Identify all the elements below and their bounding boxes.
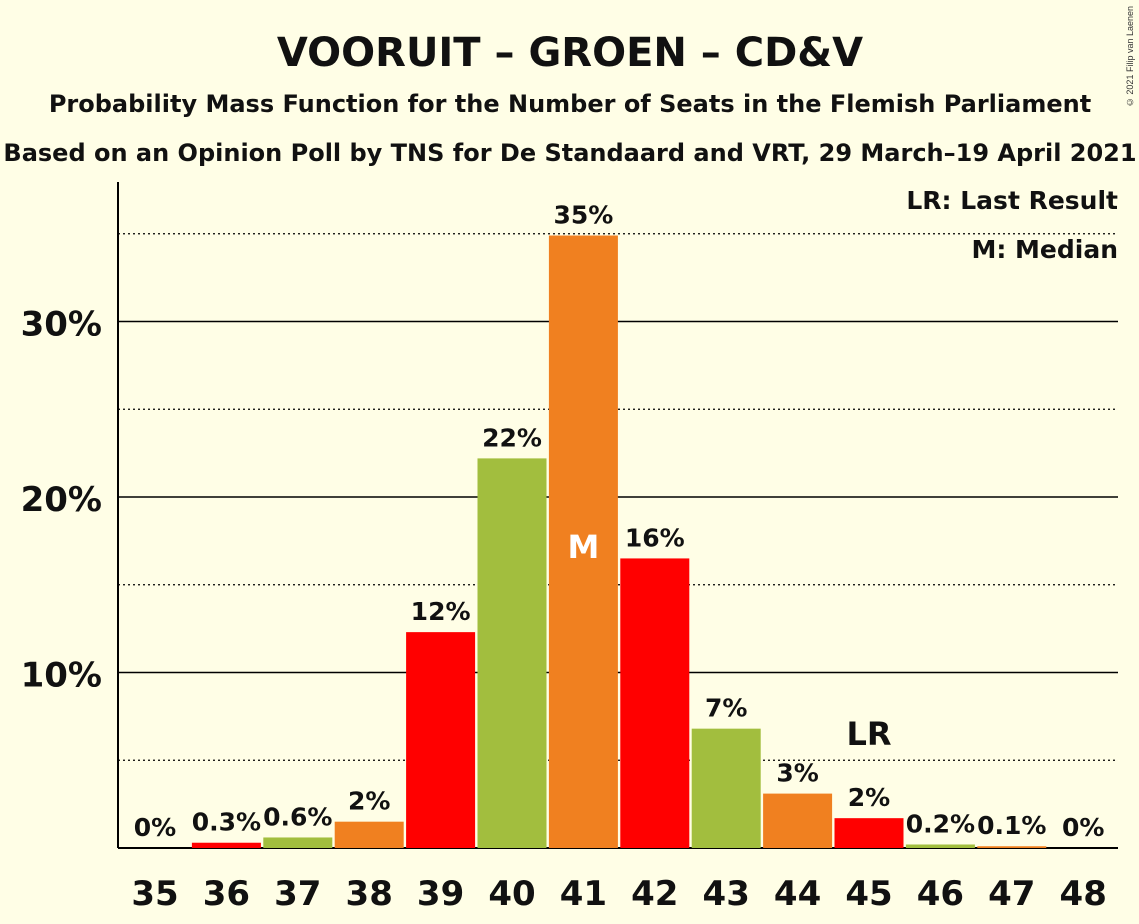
legend-last-result: LR: Last Result	[906, 186, 1118, 215]
chart-subtitle: Probability Mass Function for the Number…	[49, 90, 1091, 118]
x-tick-label: 36	[203, 874, 250, 914]
last-result-marker: LR	[846, 715, 891, 753]
data-label: 0%	[1062, 813, 1104, 842]
x-tick-label: 47	[988, 874, 1035, 914]
bar	[691, 728, 761, 848]
y-tick-label: 20%	[21, 480, 102, 520]
y-tick-label: 30%	[21, 305, 102, 345]
bar	[834, 818, 904, 848]
data-label: 22%	[482, 423, 542, 452]
copyright-note: © 2021 Filip van Laenen	[1125, 6, 1135, 108]
data-label: 2%	[348, 787, 390, 816]
data-label: 2%	[848, 783, 890, 812]
data-label: 0.2%	[906, 809, 975, 838]
x-tick-label: 38	[346, 874, 393, 914]
x-axis: 35 36 37 38 39 40 41 42 43 44 45 46 47 48	[131, 874, 1107, 914]
bar	[905, 844, 975, 848]
data-label: 0.1%	[977, 811, 1046, 840]
bar	[191, 842, 261, 848]
data-label: 3%	[776, 759, 818, 788]
data-label: 12%	[411, 597, 471, 626]
x-tick-label: 48	[1060, 874, 1107, 914]
bar	[477, 458, 547, 848]
data-label: 7%	[705, 694, 747, 723]
x-tick-label: 43	[703, 874, 750, 914]
bar	[977, 846, 1047, 848]
x-tick-label: 37	[274, 874, 321, 914]
bars: 0% 0.3% 0.6% 2% 12% 22% 35% M 16% 7% 3% 2% LR 0.2% 0.1…	[134, 201, 1104, 848]
data-label: 0%	[134, 813, 176, 842]
x-tick-label: 45	[845, 874, 892, 914]
bar	[334, 821, 404, 848]
chart-title: VOORUIT – GROEN – CD&V	[277, 30, 863, 76]
x-tick-label: 39	[417, 874, 464, 914]
median-marker: M	[559, 523, 608, 571]
bar	[406, 632, 476, 848]
bar	[263, 837, 333, 848]
bar	[620, 558, 690, 848]
x-tick-label: 46	[917, 874, 964, 914]
legend-median: M: Median	[971, 235, 1118, 264]
data-label: 0.3%	[192, 808, 261, 837]
y-axis: 10% 20% 30%	[21, 182, 1118, 849]
data-label: 35%	[553, 201, 613, 230]
svg-text:M: M	[567, 528, 599, 566]
x-tick-label: 44	[774, 874, 821, 914]
x-tick-label: 42	[631, 874, 678, 914]
chart-subtitle-2: Based on an Opinion Poll by TNS for De S…	[3, 139, 1136, 167]
grid-lines	[118, 233, 1118, 761]
x-tick-label: 40	[488, 874, 535, 914]
data-label: 0.6%	[263, 802, 332, 831]
bar	[763, 793, 833, 848]
x-tick-label: 41	[560, 874, 607, 914]
data-label: 16%	[625, 523, 685, 552]
x-tick-label: 35	[131, 874, 178, 914]
y-tick-label: 10%	[21, 656, 102, 696]
